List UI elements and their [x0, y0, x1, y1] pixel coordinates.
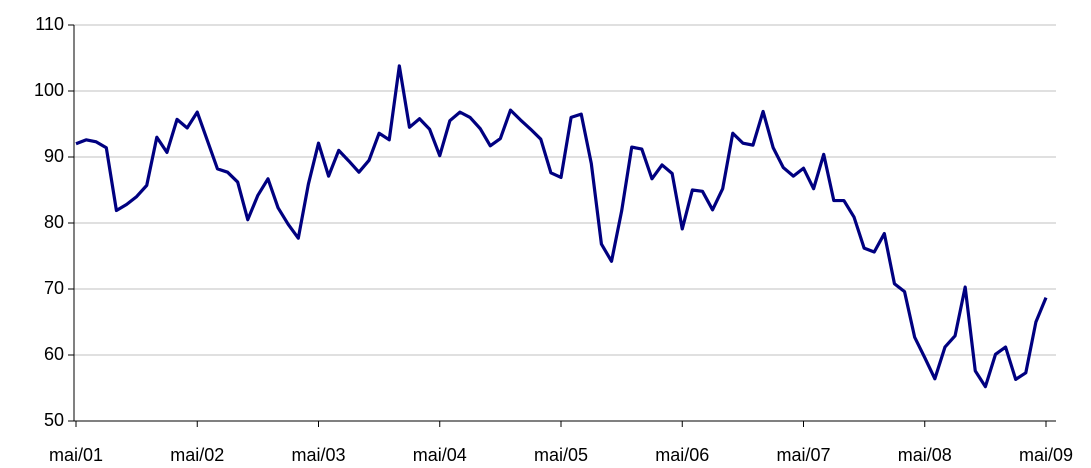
y-tick-label: 50	[44, 410, 64, 430]
y-tick-label: 80	[44, 212, 64, 232]
y-tick-label: 90	[44, 146, 64, 166]
x-tick-label: mai/03	[291, 445, 345, 465]
y-tick-label: 60	[44, 344, 64, 364]
y-tick-label: 70	[44, 278, 64, 298]
x-tick-label: mai/09	[1019, 445, 1073, 465]
y-tick-label: 100	[34, 80, 64, 100]
x-tick-label: mai/05	[534, 445, 588, 465]
x-tick-label: mai/07	[776, 445, 830, 465]
x-tick-label: mai/06	[655, 445, 709, 465]
x-tick-label: mai/08	[898, 445, 952, 465]
x-tick-label: mai/02	[170, 445, 224, 465]
data-line	[75, 64, 1048, 389]
y-tick-label: 110	[35, 14, 64, 34]
x-tick-label: mai/04	[413, 445, 467, 465]
x-tick-label: mai/01	[49, 445, 103, 465]
